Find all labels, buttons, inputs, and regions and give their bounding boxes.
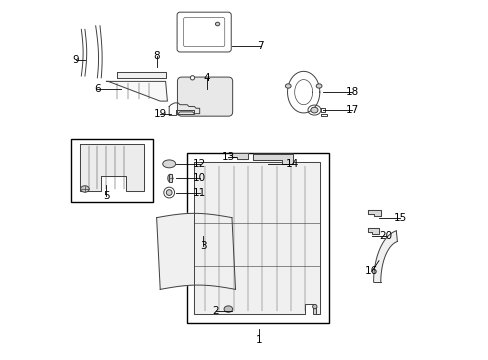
Text: 19: 19: [153, 109, 166, 119]
Polygon shape: [156, 213, 235, 289]
Text: 2: 2: [212, 306, 219, 316]
Polygon shape: [320, 114, 326, 116]
Ellipse shape: [163, 187, 174, 198]
Text: 13: 13: [221, 152, 235, 162]
Bar: [187, 153, 328, 323]
FancyBboxPatch shape: [177, 12, 231, 52]
Text: 12: 12: [193, 159, 206, 169]
FancyBboxPatch shape: [177, 77, 232, 116]
Text: 9: 9: [73, 55, 79, 65]
Text: 15: 15: [393, 213, 407, 222]
Bar: [313, 307, 315, 315]
Ellipse shape: [310, 107, 317, 113]
Text: 17: 17: [345, 105, 358, 115]
Bar: [168, 174, 171, 182]
Polygon shape: [367, 211, 380, 216]
Polygon shape: [373, 231, 397, 282]
Text: 20: 20: [379, 231, 392, 240]
Ellipse shape: [312, 305, 316, 309]
Polygon shape: [231, 153, 247, 159]
Text: 18: 18: [345, 87, 358, 97]
Polygon shape: [253, 154, 292, 164]
Text: 5: 5: [103, 191, 109, 201]
Polygon shape: [176, 110, 194, 114]
Text: 10: 10: [193, 173, 206, 183]
Text: 8: 8: [153, 51, 160, 61]
Text: 14: 14: [285, 159, 299, 169]
Ellipse shape: [163, 160, 175, 168]
Text: 3: 3: [200, 241, 206, 251]
Ellipse shape: [285, 84, 290, 88]
Ellipse shape: [167, 174, 172, 182]
Ellipse shape: [81, 186, 89, 192]
Polygon shape: [117, 72, 165, 78]
Text: 1: 1: [255, 334, 262, 345]
Bar: [70, 139, 153, 202]
Polygon shape: [320, 108, 325, 112]
Polygon shape: [287, 71, 319, 113]
Ellipse shape: [307, 105, 320, 115]
Text: 4: 4: [203, 73, 210, 83]
Polygon shape: [80, 144, 144, 191]
Ellipse shape: [316, 84, 321, 88]
Text: 11: 11: [193, 188, 206, 198]
Text: 6: 6: [94, 84, 101, 94]
Ellipse shape: [190, 76, 194, 80]
Polygon shape: [367, 228, 378, 234]
FancyBboxPatch shape: [183, 18, 224, 46]
Ellipse shape: [166, 190, 172, 195]
Text: 16: 16: [365, 266, 378, 276]
Polygon shape: [194, 162, 319, 315]
Ellipse shape: [215, 22, 219, 26]
Polygon shape: [106, 81, 167, 101]
Ellipse shape: [224, 306, 232, 312]
Text: 7: 7: [257, 41, 264, 50]
